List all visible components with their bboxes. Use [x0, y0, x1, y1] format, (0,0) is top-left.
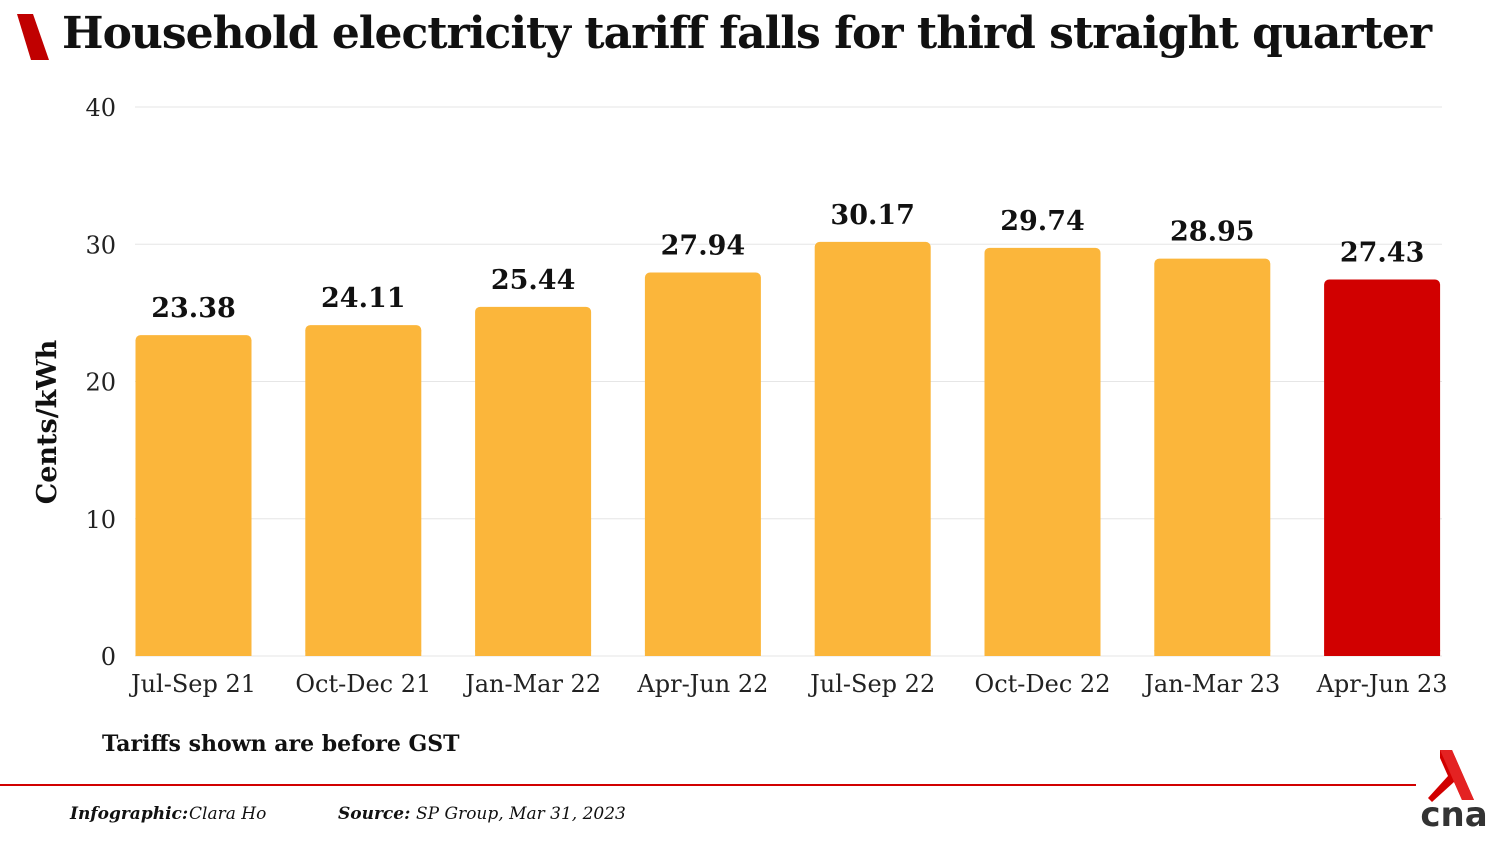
bar [1324, 279, 1441, 656]
bar-base [1324, 650, 1441, 656]
x-tick-label: Apr-Jun 22 [636, 670, 768, 698]
x-tick-label: Jan-Mar 22 [462, 670, 601, 698]
bar [305, 325, 422, 656]
data-label: 25.44 [491, 265, 576, 296]
bar-base [644, 650, 761, 656]
bar [984, 247, 1101, 657]
y-tick-label: 40 [85, 94, 116, 122]
x-tick-label: Oct-Dec 22 [975, 670, 1111, 698]
bar-base [305, 650, 422, 656]
cna-logo-icon: cna [1420, 750, 1488, 830]
infographic-credit: Clara Ho [189, 804, 267, 824]
y-tick-label: 0 [101, 643, 116, 671]
data-label: 28.95 [1170, 217, 1255, 248]
chart-title: Household electricity tariff falls for t… [62, 8, 1432, 59]
bar [475, 306, 592, 656]
data-label: 23.38 [151, 293, 236, 324]
source-label: Source: [338, 804, 411, 824]
bar-base [814, 650, 931, 656]
x-tick-label: Jul-Sep 22 [807, 670, 935, 698]
x-tick-label: Oct-Dec 21 [295, 670, 431, 698]
data-label: 29.74 [1000, 206, 1085, 237]
bar-base [475, 650, 592, 656]
y-axis-label: Cents/kWh [32, 339, 63, 504]
source-value: SP Group, Mar 31, 2023 [416, 804, 626, 824]
title-accent-icon [17, 14, 49, 60]
bar-base [1154, 650, 1271, 656]
data-label: 24.11 [321, 283, 406, 314]
data-label: 30.17 [830, 200, 915, 231]
bar [135, 335, 252, 656]
bar-chart: 0 10 20 30 40 23.38 Jul-Sep 21 24.11 Oct-Dec 21… [32, 94, 1448, 698]
bar-base [984, 650, 1101, 656]
divider [0, 784, 1416, 786]
svg-text:cna: cna [1420, 795, 1487, 830]
bar-base [135, 650, 252, 656]
bar [814, 241, 931, 656]
y-tick-label: 10 [85, 506, 116, 534]
data-label: 27.43 [1340, 238, 1425, 269]
chart-note: Tariffs shown are before GST [102, 731, 460, 757]
data-label: 27.94 [661, 231, 746, 262]
bar [1154, 258, 1271, 656]
bar [644, 272, 761, 656]
infographic-label: Infographic: [70, 804, 189, 824]
y-tick-label: 30 [85, 231, 116, 259]
x-tick-label: Jul-Sep 21 [128, 670, 256, 698]
y-tick-label: 20 [85, 369, 116, 397]
x-tick-label: Apr-Jun 23 [1316, 670, 1448, 698]
x-tick-label: Jan-Mar 23 [1141, 670, 1280, 698]
